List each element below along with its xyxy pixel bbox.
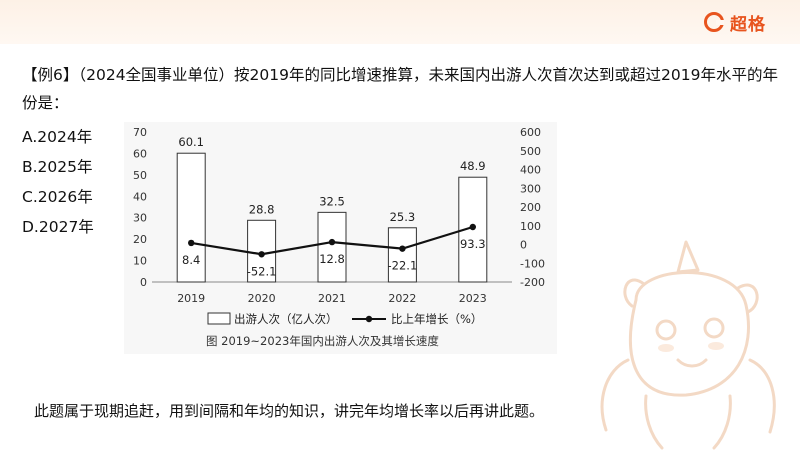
question-text: 【例6】（2024全国事业单位）按2019年的同比增速推算，未来国内出游人次首次… <box>22 66 778 112</box>
legend-line-label: 比上年增长（%） <box>391 312 482 326</box>
growth-point <box>188 239 195 247</box>
option-b: B.2025年 <box>22 158 93 176</box>
brand-logo-block: 超格 <box>704 9 766 35</box>
left-axis-tick-label: 50 <box>133 169 147 182</box>
x-axis-tick-label: 2023 <box>459 292 487 305</box>
teacher-note: 此题属于现期追赶，用到间隔和年均的知识，讲完年均增长率以后再讲此题。 <box>34 402 545 420</box>
bar <box>317 211 347 283</box>
right-axis-tick-label: 500 <box>520 145 541 158</box>
left-axis-tick-label: 70 <box>133 126 147 139</box>
bar-value-label: 32.5 <box>319 194 345 208</box>
right-axis-tick-label: -200 <box>520 276 545 289</box>
bar <box>176 152 206 283</box>
bar <box>387 227 417 283</box>
left-axis-tick-label: 60 <box>133 147 147 160</box>
brand-name: 超格 <box>730 14 766 35</box>
growth-point <box>469 223 476 231</box>
right-axis-tick-label: 300 <box>520 182 541 195</box>
x-axis-tick-label: 2021 <box>318 292 346 305</box>
option-c: C.2026年 <box>22 188 93 206</box>
brand-logo-icon <box>704 12 724 32</box>
combo-chart: 0 10 20 30 40 50 60 70 -200 -100 0 100 200 300 400 500 6… <box>133 126 545 348</box>
left-axis-tick-label: 20 <box>133 233 147 246</box>
chart-panel: 0 10 20 30 40 50 60 70 -200 -100 0 100 200 300 400 500 6… <box>124 122 557 354</box>
chart-caption: 图 2019~2023年国内出游人次及其增长速度 <box>206 334 439 348</box>
x-axis-tick-label: 2022 <box>388 292 416 305</box>
bar-value-label: 48.9 <box>460 159 486 173</box>
option-a: A.2024年 <box>22 128 93 146</box>
x-axis-tick-label: 2020 <box>248 292 276 305</box>
right-axis-tick-label: 0 <box>520 239 527 252</box>
left-axis-tick-label: 10 <box>133 255 147 268</box>
header-band <box>0 0 800 44</box>
growth-point <box>258 251 265 258</box>
answer-options: A.2024年 B.2025年 C.2026年 D.2027年 <box>22 122 94 242</box>
growth-value-label: 93.3 <box>460 237 486 251</box>
right-axis-tick-label: 400 <box>520 164 541 177</box>
option-d: D.2027年 <box>22 218 94 236</box>
right-axis-tick-label: 200 <box>520 201 541 214</box>
left-axis-tick-label: 0 <box>140 276 147 289</box>
growth-value-label: 8.4 <box>182 253 200 267</box>
right-axis-tick-label: -100 <box>520 257 545 270</box>
growth-value-label: -52.1 <box>247 264 277 278</box>
bar-value-label: 60.1 <box>178 135 204 149</box>
left-axis-tick-label: 30 <box>133 212 147 225</box>
right-axis-tick-label: 100 <box>520 220 541 233</box>
growth-value-label: 12.8 <box>319 252 345 266</box>
growth-point <box>399 245 406 252</box>
growth-point <box>328 238 336 246</box>
legend-bar-swatch <box>207 312 231 325</box>
legend-line-marker <box>365 315 373 323</box>
growth-value-label: -22.1 <box>388 259 418 273</box>
unicorn-mascot-watermark-icon <box>600 240 776 450</box>
right-axis-tick-label: 600 <box>520 126 541 139</box>
bar-value-label: 28.8 <box>249 202 275 216</box>
left-axis-tick-label: 40 <box>133 190 147 203</box>
x-axis-tick-label: 2019 <box>177 292 205 305</box>
bar-value-label: 25.3 <box>390 210 416 224</box>
legend-bar-label: 出游人次（亿人次） <box>234 312 338 326</box>
